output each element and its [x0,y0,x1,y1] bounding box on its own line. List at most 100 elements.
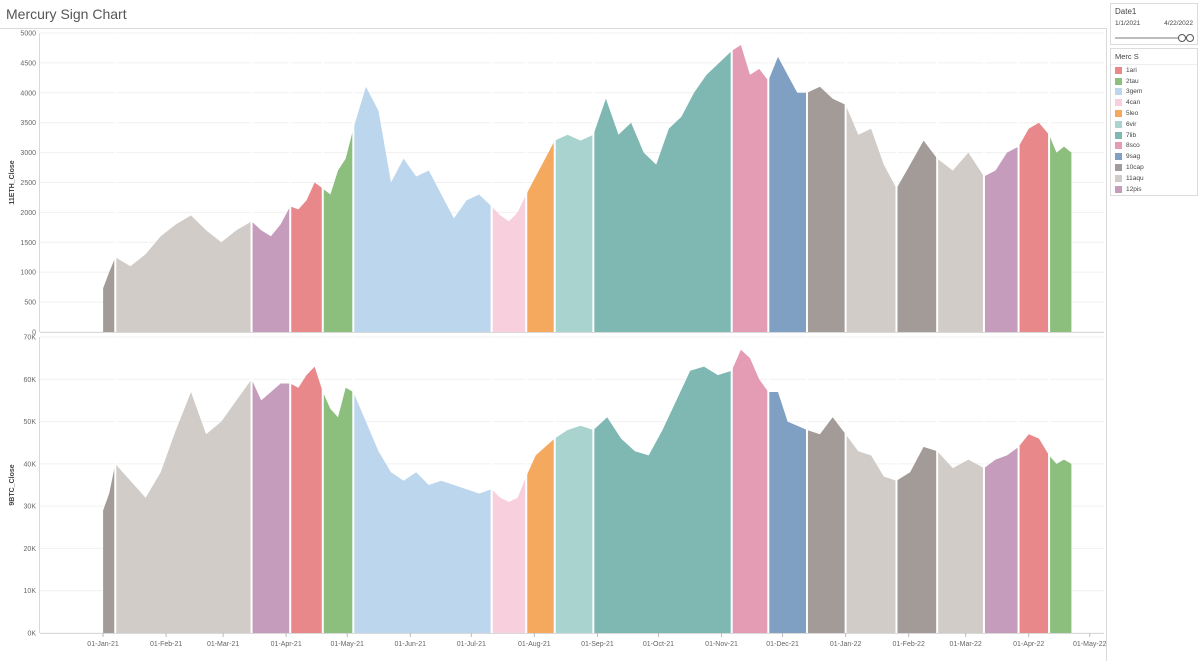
area-segment-11aqu[interactable] [115,215,252,332]
area-segment-2tau[interactable] [1049,134,1072,332]
x-tick-label: 01-Oct-21 [643,641,674,648]
area-segment-11aqu[interactable] [845,434,897,633]
area-segment-11aqu[interactable] [937,152,984,332]
area-segment-8sco[interactable] [731,349,769,633]
legend-swatch [1115,185,1122,193]
y-tick-label: 2500 [20,180,36,187]
legend-label: 10cap [1126,164,1144,172]
area-segment-5leo[interactable] [526,438,555,634]
legend-item-2tau[interactable]: 2tau [1111,76,1197,87]
legend-item-6vir[interactable]: 6vir [1111,119,1197,130]
area-segment-3gem[interactable] [353,86,492,332]
legend-item-8sco[interactable]: 8sco [1111,141,1197,152]
legend-list: 1ari 2tau 3gem 4can 5leo 6vir 7lib 8sco 9sag 10ca… [1111,65,1197,195]
x-tick-label: 01-May-21 [330,641,364,648]
area-segment-9sag[interactable] [768,56,807,333]
date-filter-panel: Date1 1/1/2021 4/22/2022 [1110,3,1198,45]
legend-swatch [1115,164,1122,172]
area-segment-9sag[interactable] [768,392,807,633]
area-segment-10cap[interactable] [103,257,116,332]
y-axis-title: 11ETH_Close [9,160,16,204]
legend-label: 8sco [1126,142,1140,150]
x-tick-label: 01-Jul-21 [457,641,486,648]
area-segment-5leo[interactable] [526,140,555,332]
legend-label: 7lib [1126,131,1137,139]
slider-handle-start[interactable] [1178,34,1186,42]
x-tick-label: 01-Nov-21 [705,641,738,648]
area-segment-6vir[interactable] [554,134,594,332]
x-tick-label: 01-Apr-21 [271,641,302,648]
area-segment-2tau[interactable] [1049,455,1072,633]
area-segment-1ari[interactable] [290,366,323,633]
chart-area: 0 500 1000 1500 2000 2500 3000 3500 4000 4500 5000… [0,28,1107,661]
area-segment-2tau[interactable] [322,387,354,633]
area-segment-1ari[interactable] [290,182,323,333]
x-tick-label: 01-Aug-21 [518,641,551,648]
legend-item-7lib[interactable]: 7lib [1111,130,1197,141]
area-segment-10cap[interactable] [807,86,846,332]
y-tick-label: 1500 [20,240,36,247]
area-segment-10cap[interactable] [807,417,846,633]
y-tick-label: 60K [24,377,37,384]
area-segment-12pis[interactable] [251,379,291,633]
x-tick-label: 01-Feb-22 [893,641,925,648]
legend-item-12pis[interactable]: 12pis [1111,184,1197,195]
x-tick-label: 01-Jan-22 [830,641,862,648]
date-filter-title: Date1 [1115,7,1137,16]
legend-item-11aqu[interactable]: 11aqu [1111,173,1197,184]
y-tick-label: 70K [24,335,37,342]
legend-label: 11aqu [1126,174,1144,182]
x-tick-label: 01-Dec-21 [766,641,799,648]
area-segment-11aqu[interactable] [115,379,252,633]
slider-handle-end[interactable] [1186,34,1194,42]
area-segment-10cap[interactable] [896,140,938,332]
legend-swatch [1115,77,1122,85]
legend-label: 3gem [1126,88,1143,96]
area-segment-12pis[interactable] [984,446,1019,633]
legend-label: 6vir [1126,120,1137,128]
area-segment-11aqu[interactable] [845,104,897,332]
area-segment-11aqu[interactable] [937,451,984,633]
y-tick-label: 0 [32,330,36,337]
y-tick-label: 10K [24,588,37,595]
legend-item-4can[interactable]: 4can [1111,97,1197,108]
area-segment-1ari[interactable] [1018,122,1050,332]
legend-swatch [1115,110,1122,118]
x-tick-label: 01-Mar-21 [207,641,239,648]
area-segment-12pis[interactable] [251,206,291,332]
date-range-slider[interactable] [1115,34,1194,42]
legend-item-3gem[interactable]: 3gem [1111,87,1197,98]
y-tick-label: 50K [24,419,37,426]
legend-item-5leo[interactable]: 5leo [1111,108,1197,119]
area-segment-2tau[interactable] [322,128,354,332]
area-segment-4can[interactable] [491,194,527,333]
legend-swatch [1115,131,1122,139]
legend-swatch [1115,153,1122,161]
legend-label: 1ari [1126,66,1137,74]
area-segment-8sco[interactable] [731,45,769,332]
chart-panel-1: 0 500 1000 1500 2000 2500 3000 3500 4000 4500 5000… [9,31,1104,337]
area-segment-6vir[interactable] [554,425,594,633]
legend-item-10cap[interactable]: 10cap [1111,162,1197,173]
date-start: 1/1/2021 [1115,20,1141,27]
area-segment-12pis[interactable] [984,146,1019,332]
legend-swatch [1115,120,1122,128]
area-segment-3gem[interactable] [353,392,492,633]
area-segment-1ari[interactable] [1018,434,1050,633]
y-tick-label: 2000 [20,210,36,217]
date-range-row: 1/1/2021 4/22/2022 [1111,18,1197,29]
legend-item-1ari[interactable]: 1ari [1111,65,1197,76]
area-segment-4can[interactable] [491,476,527,634]
area-segment-10cap[interactable] [896,446,938,633]
y-axis-title: 9BTC_Close [9,464,16,505]
area-segment-7lib[interactable] [593,50,732,333]
legend-item-9sag[interactable]: 9sag [1111,151,1197,162]
x-tick-label: 01-Sep-21 [581,641,614,648]
area-segment-7lib[interactable] [593,366,732,633]
y-tick-label: 4000 [20,90,36,97]
legend-swatch [1115,88,1122,96]
area-segment-10cap[interactable] [103,463,116,633]
y-tick-label: 5000 [20,31,36,38]
y-tick-label: 20K [24,546,37,553]
legend-swatch [1115,66,1122,74]
